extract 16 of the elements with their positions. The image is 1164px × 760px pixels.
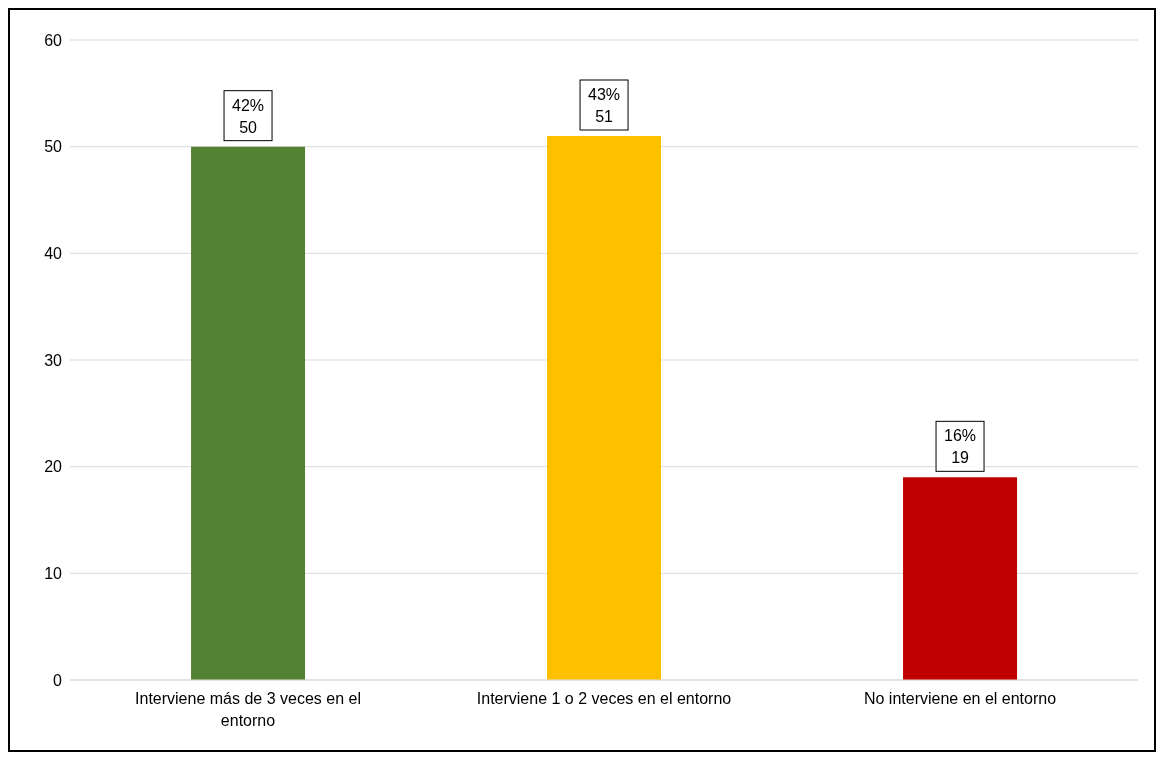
y-tick-label: 0 [53, 671, 63, 689]
y-tick-label: 30 [44, 351, 63, 369]
data-label: 43% 51 [588, 86, 621, 125]
data-label: 42% 50 [232, 96, 265, 136]
bar [191, 146, 306, 680]
bar [903, 477, 1018, 680]
x-tick-label: No interviene en el entorno [863, 690, 1057, 707]
bar [547, 136, 662, 680]
y-tick-label: 40 [44, 245, 63, 263]
y-tick-label: 20 [44, 458, 63, 476]
data-label: 16% 19 [944, 427, 977, 467]
y-tick-label: 60 [44, 31, 63, 49]
x-tick-label: Interviene más de 3 veces en el entorno [135, 690, 361, 729]
x-tick-label: Interviene 1 o 2 veces en el entorno [476, 690, 732, 707]
y-tick-label: 50 [44, 138, 63, 156]
y-tick-label: 10 [44, 565, 63, 583]
